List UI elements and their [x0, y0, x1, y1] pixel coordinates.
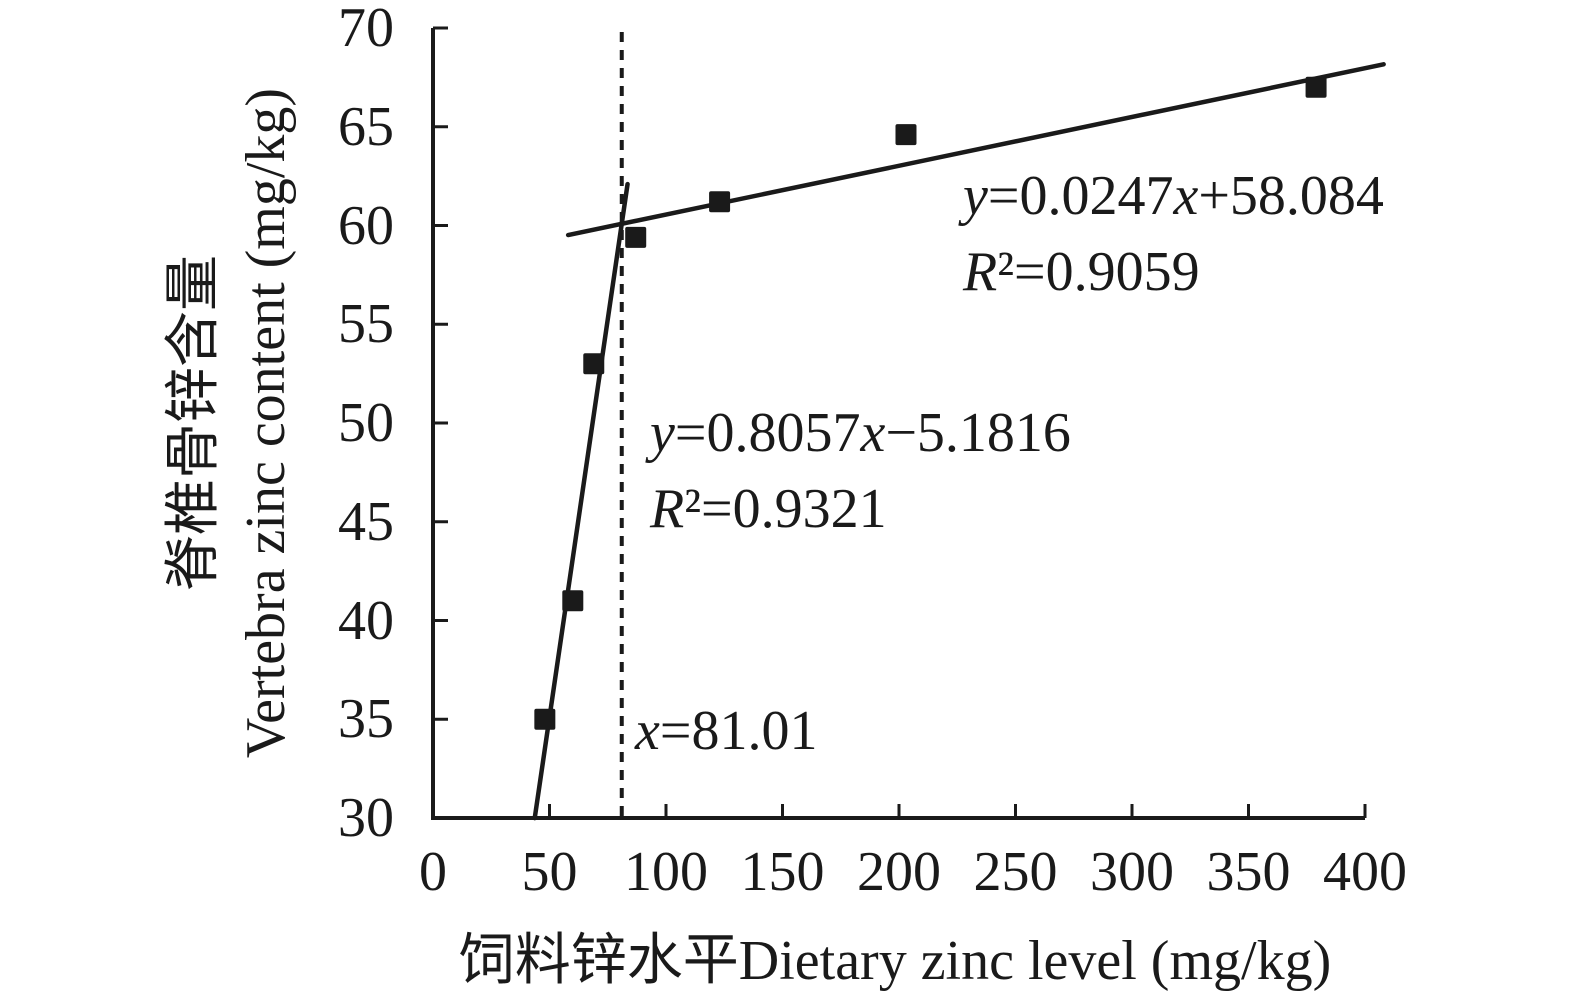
x-axis-title: 饲料锌水平Dietary zinc level (mg/kg) — [458, 930, 1332, 992]
y-tick-label: 65 — [338, 95, 394, 158]
y-tick-label: 60 — [338, 194, 394, 257]
steep-line-equation-annotation: y=0.8057x−5.1816 R²=0.9321 — [650, 395, 1071, 547]
flat-line-equation-annotation: y=0.0247x+58.084 R²=0.9059 — [963, 158, 1384, 310]
x-tick-label: 50 — [521, 841, 578, 903]
x-tick-label: 150 — [740, 841, 825, 903]
data-point-marker — [625, 226, 647, 248]
y-tick-label: 55 — [338, 293, 394, 356]
flat-line-r-squared: R²=0.9059 — [963, 241, 1200, 303]
y-tick-label: 70 — [338, 0, 394, 59]
y-tick-label: 40 — [338, 589, 394, 652]
x-tick-label: 400 — [1323, 841, 1407, 903]
x-tick-label: 0 — [419, 841, 447, 903]
breakpoint-annotation: x=81.01 — [635, 700, 818, 762]
y-axis-title-chinese: 脊椎骨锌含量 — [163, 255, 225, 591]
y-axis-title-english: Vertebra zinc content (mg/kg) — [235, 87, 297, 759]
data-point-marker — [709, 191, 731, 213]
steep-line-r-squared: R²=0.9321 — [650, 478, 887, 540]
x-tick-label: 350 — [1206, 841, 1291, 903]
y-tick-label: 45 — [338, 490, 394, 553]
steep-line-equation: y=0.8057x−5.1816 — [650, 402, 1071, 464]
y-tick-label: 35 — [338, 688, 394, 751]
x-tick-label: 100 — [624, 841, 708, 903]
data-point-marker — [1305, 76, 1327, 98]
data-point-marker — [534, 708, 556, 730]
data-point-marker — [583, 353, 605, 375]
flat-regression-line — [565, 62, 1386, 238]
x-tick-label: 300 — [1090, 841, 1174, 903]
y-tick-label: 50 — [338, 392, 394, 454]
data-point-marker — [895, 124, 917, 146]
x-tick-label: 250 — [973, 841, 1058, 903]
x-tick-label: 200 — [857, 841, 941, 903]
y-tick-label: 30 — [338, 787, 394, 849]
y-axis-title: 脊椎骨锌含量 Vertebra zinc content (mg/kg) — [158, 43, 302, 803]
data-point-marker — [562, 590, 584, 612]
flat-line-equation: y=0.0247x+58.084 — [963, 165, 1384, 227]
